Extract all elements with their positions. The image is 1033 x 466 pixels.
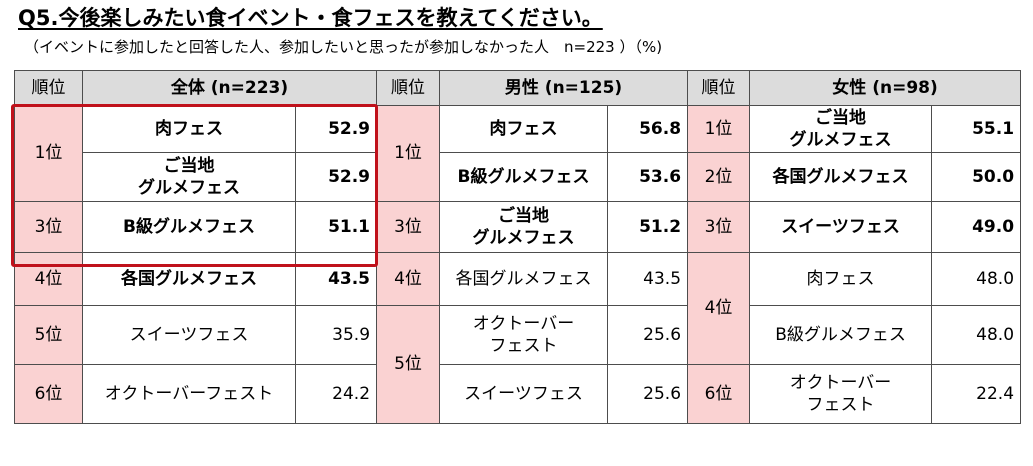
item-name: 肉フェス xyxy=(749,252,933,306)
rank-cell: 1位 xyxy=(376,105,441,202)
item-name: オクトーバー フェスト xyxy=(439,305,609,365)
item-value: 48.0 xyxy=(931,252,1022,306)
item-name: 各国グルメフェス xyxy=(439,252,609,306)
rank-header-all: 順位 xyxy=(14,70,83,106)
item-value: 50.0 xyxy=(931,152,1022,202)
table-row: 6位 オクトーバーフェスト 24.2 スイーツフェス 25.6 6位 オクトーバ… xyxy=(14,364,1022,424)
item-name: スイーツフェス xyxy=(749,201,933,253)
rank-cell: 1位 xyxy=(14,105,83,202)
item-name: 肉フェス xyxy=(82,105,296,153)
table-row: 3位 B級グルメフェス 51.1 3位 ご当地 グルメフェス 51.2 3位 ス… xyxy=(14,201,1022,253)
rank-cell: 5位 xyxy=(376,305,441,424)
rank-cell: 6位 xyxy=(14,364,83,424)
item-value: 56.8 xyxy=(607,105,689,153)
item-name: 各国グルメフェス xyxy=(749,152,933,202)
item-name: ご当地 グルメフェス xyxy=(439,201,609,253)
male-header: 男性 (n=125) xyxy=(439,70,689,106)
item-value: 51.2 xyxy=(607,201,689,253)
rank-cell: 3位 xyxy=(376,201,441,253)
table-row: 5位 スイーツフェス 35.9 5位 オクトーバー フェスト 25.6 B級グル… xyxy=(14,305,1022,424)
item-name: 各国グルメフェス xyxy=(82,252,296,306)
female-header: 女性 (n=98) xyxy=(749,70,1022,106)
item-value: 49.0 xyxy=(931,201,1022,253)
item-name: オクトーバーフェスト xyxy=(82,364,296,424)
item-value: 52.9 xyxy=(294,105,378,153)
item-value: 25.6 xyxy=(607,305,689,365)
rank-header-female: 順位 xyxy=(687,70,751,106)
item-name: B級グルメフェス xyxy=(439,152,609,202)
table-row: ご当地 グルメフェス 52.9 B級グルメフェス 53.6 2位 各国グルメフェ… xyxy=(15,152,1022,202)
ranking-table: 順位 全体 (n=223) 順位 男性 (n=125) 順位 女性 (n=98)… xyxy=(14,70,1022,424)
rank-header-male: 順位 xyxy=(376,70,441,106)
item-name: オクトーバー フェスト xyxy=(749,364,933,424)
item-value: 25.6 xyxy=(607,364,689,424)
item-name: 肉フェス xyxy=(439,105,609,153)
item-name: ご当地 グルメフェス xyxy=(82,152,296,202)
item-value: 35.9 xyxy=(294,305,378,365)
item-value: 52.9 xyxy=(294,152,378,202)
header-row: 順位 全体 (n=223) 順位 男性 (n=125) 順位 女性 (n=98) xyxy=(14,70,1022,106)
item-name: B級グルメフェス xyxy=(749,305,933,365)
table-row: 1位 肉フェス 52.9 1位 肉フェス 56.8 1位 ご当地 グルメフェス … xyxy=(14,105,1022,202)
item-value: 22.4 xyxy=(931,364,1022,424)
item-value: 43.5 xyxy=(294,252,378,306)
all-header: 全体 (n=223) xyxy=(81,70,378,106)
rank-cell: 2位 xyxy=(687,152,751,202)
table-row: 4位 各国グルメフェス 43.5 4位 各国グルメフェス 43.5 4位 肉フェ… xyxy=(14,252,1022,365)
rank-cell: 6位 xyxy=(687,364,751,424)
rank-cell: 4位 xyxy=(376,252,441,306)
rank-cell: 4位 xyxy=(687,252,751,365)
item-value: 51.1 xyxy=(294,201,378,253)
rank-cell: 1位 xyxy=(687,105,751,153)
item-name: B級グルメフェス xyxy=(82,201,296,253)
item-name: ご当地 グルメフェス xyxy=(749,105,933,153)
rank-cell: 3位 xyxy=(14,201,83,253)
rank-cell: 3位 xyxy=(687,201,751,253)
page-subtitle: （イベントに参加したと回答した人、参加したいと思ったが参加しなかった人 n=22… xyxy=(24,38,663,56)
item-name: スイーツフェス xyxy=(439,364,609,424)
rank-cell: 4位 xyxy=(14,252,83,306)
item-value: 24.2 xyxy=(294,364,378,424)
item-name: スイーツフェス xyxy=(82,305,296,365)
item-value: 55.1 xyxy=(931,105,1022,153)
rank-cell: 5位 xyxy=(14,305,83,365)
item-value: 43.5 xyxy=(607,252,689,306)
item-value: 53.6 xyxy=(607,152,689,202)
page-title: Q5.今後楽しみたい食イベント・食フェスを教えてください。 xyxy=(18,6,603,30)
item-value: 48.0 xyxy=(931,305,1022,365)
